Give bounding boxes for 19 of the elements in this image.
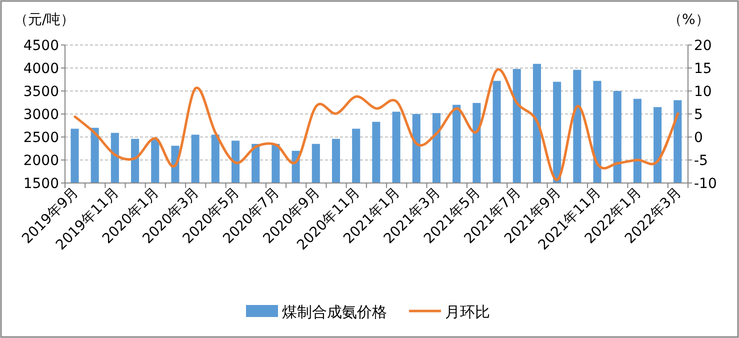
y-tick-label: 3500 <box>23 84 59 100</box>
y2-tick-label: 15 <box>694 61 712 77</box>
y-tick-label: 1500 <box>23 176 59 192</box>
y2-tick-label: -5 <box>694 153 708 169</box>
y-tick-label: 4000 <box>23 61 59 77</box>
y2-tick-label: 10 <box>694 84 712 100</box>
y2-tick-label: 0 <box>694 130 703 146</box>
y-tick-label: 3000 <box>23 107 59 123</box>
legend-label: 月环比 <box>445 303 490 321</box>
y-tick-label: 2000 <box>23 153 59 169</box>
y-axis-title: （元/吨） <box>14 12 75 28</box>
line-series <box>74 68 680 182</box>
y2-tick-label: 20 <box>694 38 712 54</box>
legend-label: 煤制合成氨价格 <box>282 303 387 321</box>
y-tick-label: 4500 <box>23 38 59 54</box>
y2-axis-title: （%） <box>668 12 710 28</box>
y2-tick-label: 5 <box>694 107 703 123</box>
y2-tick-label: -10 <box>694 176 717 192</box>
y-tick-label: 2500 <box>23 130 59 146</box>
